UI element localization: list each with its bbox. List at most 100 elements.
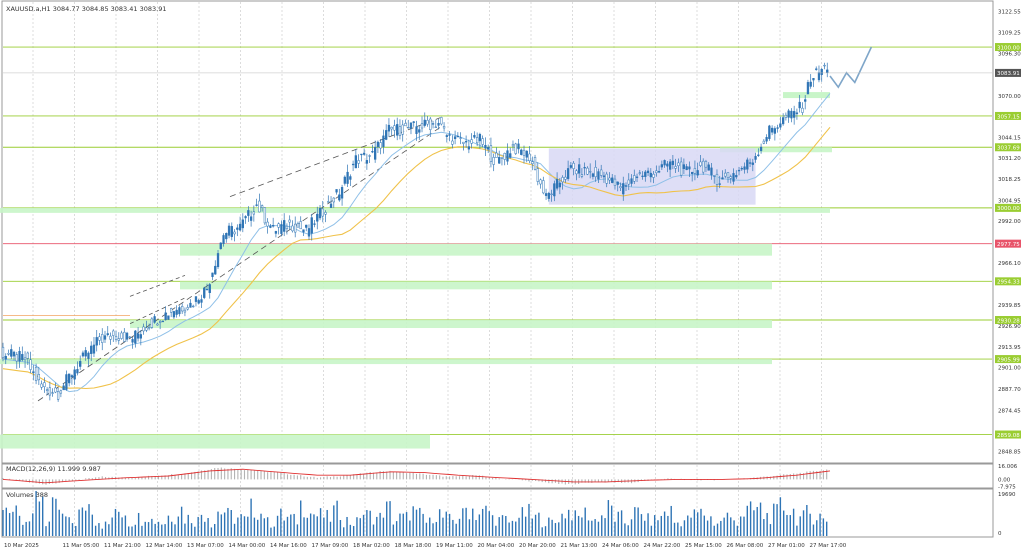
candle-body	[583, 167, 586, 169]
candle-body	[793, 111, 796, 118]
candle-body	[627, 179, 630, 185]
candle-body	[649, 172, 652, 178]
candle-body	[59, 390, 63, 394]
candle-body	[522, 149, 526, 156]
candle-body	[826, 69, 829, 73]
macd-signal-line	[2, 468, 831, 484]
time-tick-label: 20 Mar 04:00	[478, 543, 515, 549]
candle-body	[779, 123, 782, 128]
time-tick-label: 26 Mar 08:00	[727, 543, 764, 549]
macd-header: MACD(12,26,9) 11.999 9.987	[6, 465, 101, 473]
candle-body	[525, 150, 528, 158]
candle-body	[613, 178, 617, 186]
candle-body	[655, 170, 658, 174]
candle-body	[748, 162, 752, 164]
candle-body	[646, 170, 650, 174]
candle-body	[644, 171, 647, 177]
macd-panel[interactable]: MACD(12,26,9) 11.999 9.987	[1, 463, 994, 489]
candle-body	[26, 352, 29, 359]
candle-body	[713, 175, 716, 177]
candle-body	[313, 223, 316, 225]
candle-body	[481, 138, 484, 145]
candle-body	[498, 157, 501, 164]
candle-body	[555, 179, 559, 189]
price-projection	[3, 46, 992, 89]
price-panel[interactable]: XAUUSD.a,H1 3084.77 3084.85 3083.41 3083…	[0, 0, 994, 537]
price-tick-label: 2901.00	[998, 366, 1021, 372]
candle-body	[23, 357, 27, 361]
candle-body	[798, 101, 801, 109]
candle-body	[657, 171, 661, 173]
candle-body	[54, 387, 57, 393]
zone-price-tag	[995, 316, 1021, 325]
zone-price-tags: 3100.00 3057.15 3037.69 3000.00 2977.75 2954.…	[995, 43, 1021, 439]
candle-body	[340, 187, 344, 199]
price-tick-label: 2992.00	[998, 219, 1021, 225]
candle-body	[329, 203, 333, 208]
zone-price-tag	[995, 143, 1021, 152]
slow-moving-average	[2, 126, 831, 390]
candle-body	[652, 173, 655, 178]
volume-tick-label: 19690	[998, 492, 1016, 498]
candle-body	[616, 181, 619, 185]
candle-body	[385, 130, 388, 140]
candle-body	[464, 141, 468, 143]
candle-body	[740, 168, 743, 170]
candle-body	[663, 160, 666, 166]
candle-body	[817, 72, 821, 81]
candle-body	[241, 219, 244, 229]
candle-body	[674, 166, 677, 169]
candle-body	[660, 164, 663, 168]
candle-body	[528, 153, 531, 162]
time-tick-label: 12 Mar 14:00	[146, 543, 183, 549]
candle-body	[90, 345, 93, 354]
candle-body	[4, 356, 7, 360]
candle-body	[332, 197, 335, 203]
candle-body	[32, 371, 35, 374]
range-box	[548, 148, 756, 205]
candle-body	[605, 173, 608, 184]
candle-body	[354, 155, 358, 169]
candle-body	[175, 309, 178, 315]
candle-body	[396, 124, 399, 136]
candlesticks	[1, 62, 829, 402]
candle-body	[473, 135, 476, 138]
candle-body	[158, 321, 162, 323]
candle-body	[98, 336, 101, 341]
time-tick-label: 18 Mar 02:00	[353, 543, 390, 549]
candle-body	[227, 225, 231, 236]
time-tick-label: 20 Mar 20:00	[519, 543, 556, 549]
candle-body	[759, 146, 763, 151]
zone-rect	[0, 207, 830, 213]
candle-body	[390, 126, 393, 130]
candle-body	[478, 133, 482, 142]
price-tick-label: 3109.25	[998, 31, 1021, 37]
candle-body	[445, 135, 448, 137]
candle-body	[776, 127, 779, 129]
candle-body	[393, 125, 396, 131]
candle-body	[484, 144, 487, 149]
candle-body	[335, 189, 338, 193]
candle-body	[489, 145, 493, 163]
volume-panel[interactable]: Volumes 388	[1, 488, 994, 538]
candle-body	[467, 146, 471, 150]
candle-body	[208, 284, 211, 293]
candle-body	[630, 178, 633, 184]
price-tick-label: 2926.90	[998, 324, 1021, 330]
zone-rect	[0, 434, 430, 449]
candle-body	[770, 127, 774, 133]
candle-body	[591, 173, 595, 177]
time-tick-label: 13 Mar 07:00	[187, 543, 224, 549]
candle-body	[699, 161, 702, 166]
candle-body	[729, 176, 732, 179]
candle-body	[737, 169, 741, 172]
candle-body	[746, 159, 749, 170]
candle-body	[795, 112, 799, 115]
macd-tick-label: 0.00	[998, 478, 1011, 484]
candle-body	[79, 361, 82, 367]
zone-price-tag-label: 2905.99	[997, 357, 1020, 363]
candle-body	[569, 165, 573, 168]
candle-body	[109, 335, 112, 340]
candle-body	[172, 311, 176, 318]
candle-body	[671, 160, 675, 165]
